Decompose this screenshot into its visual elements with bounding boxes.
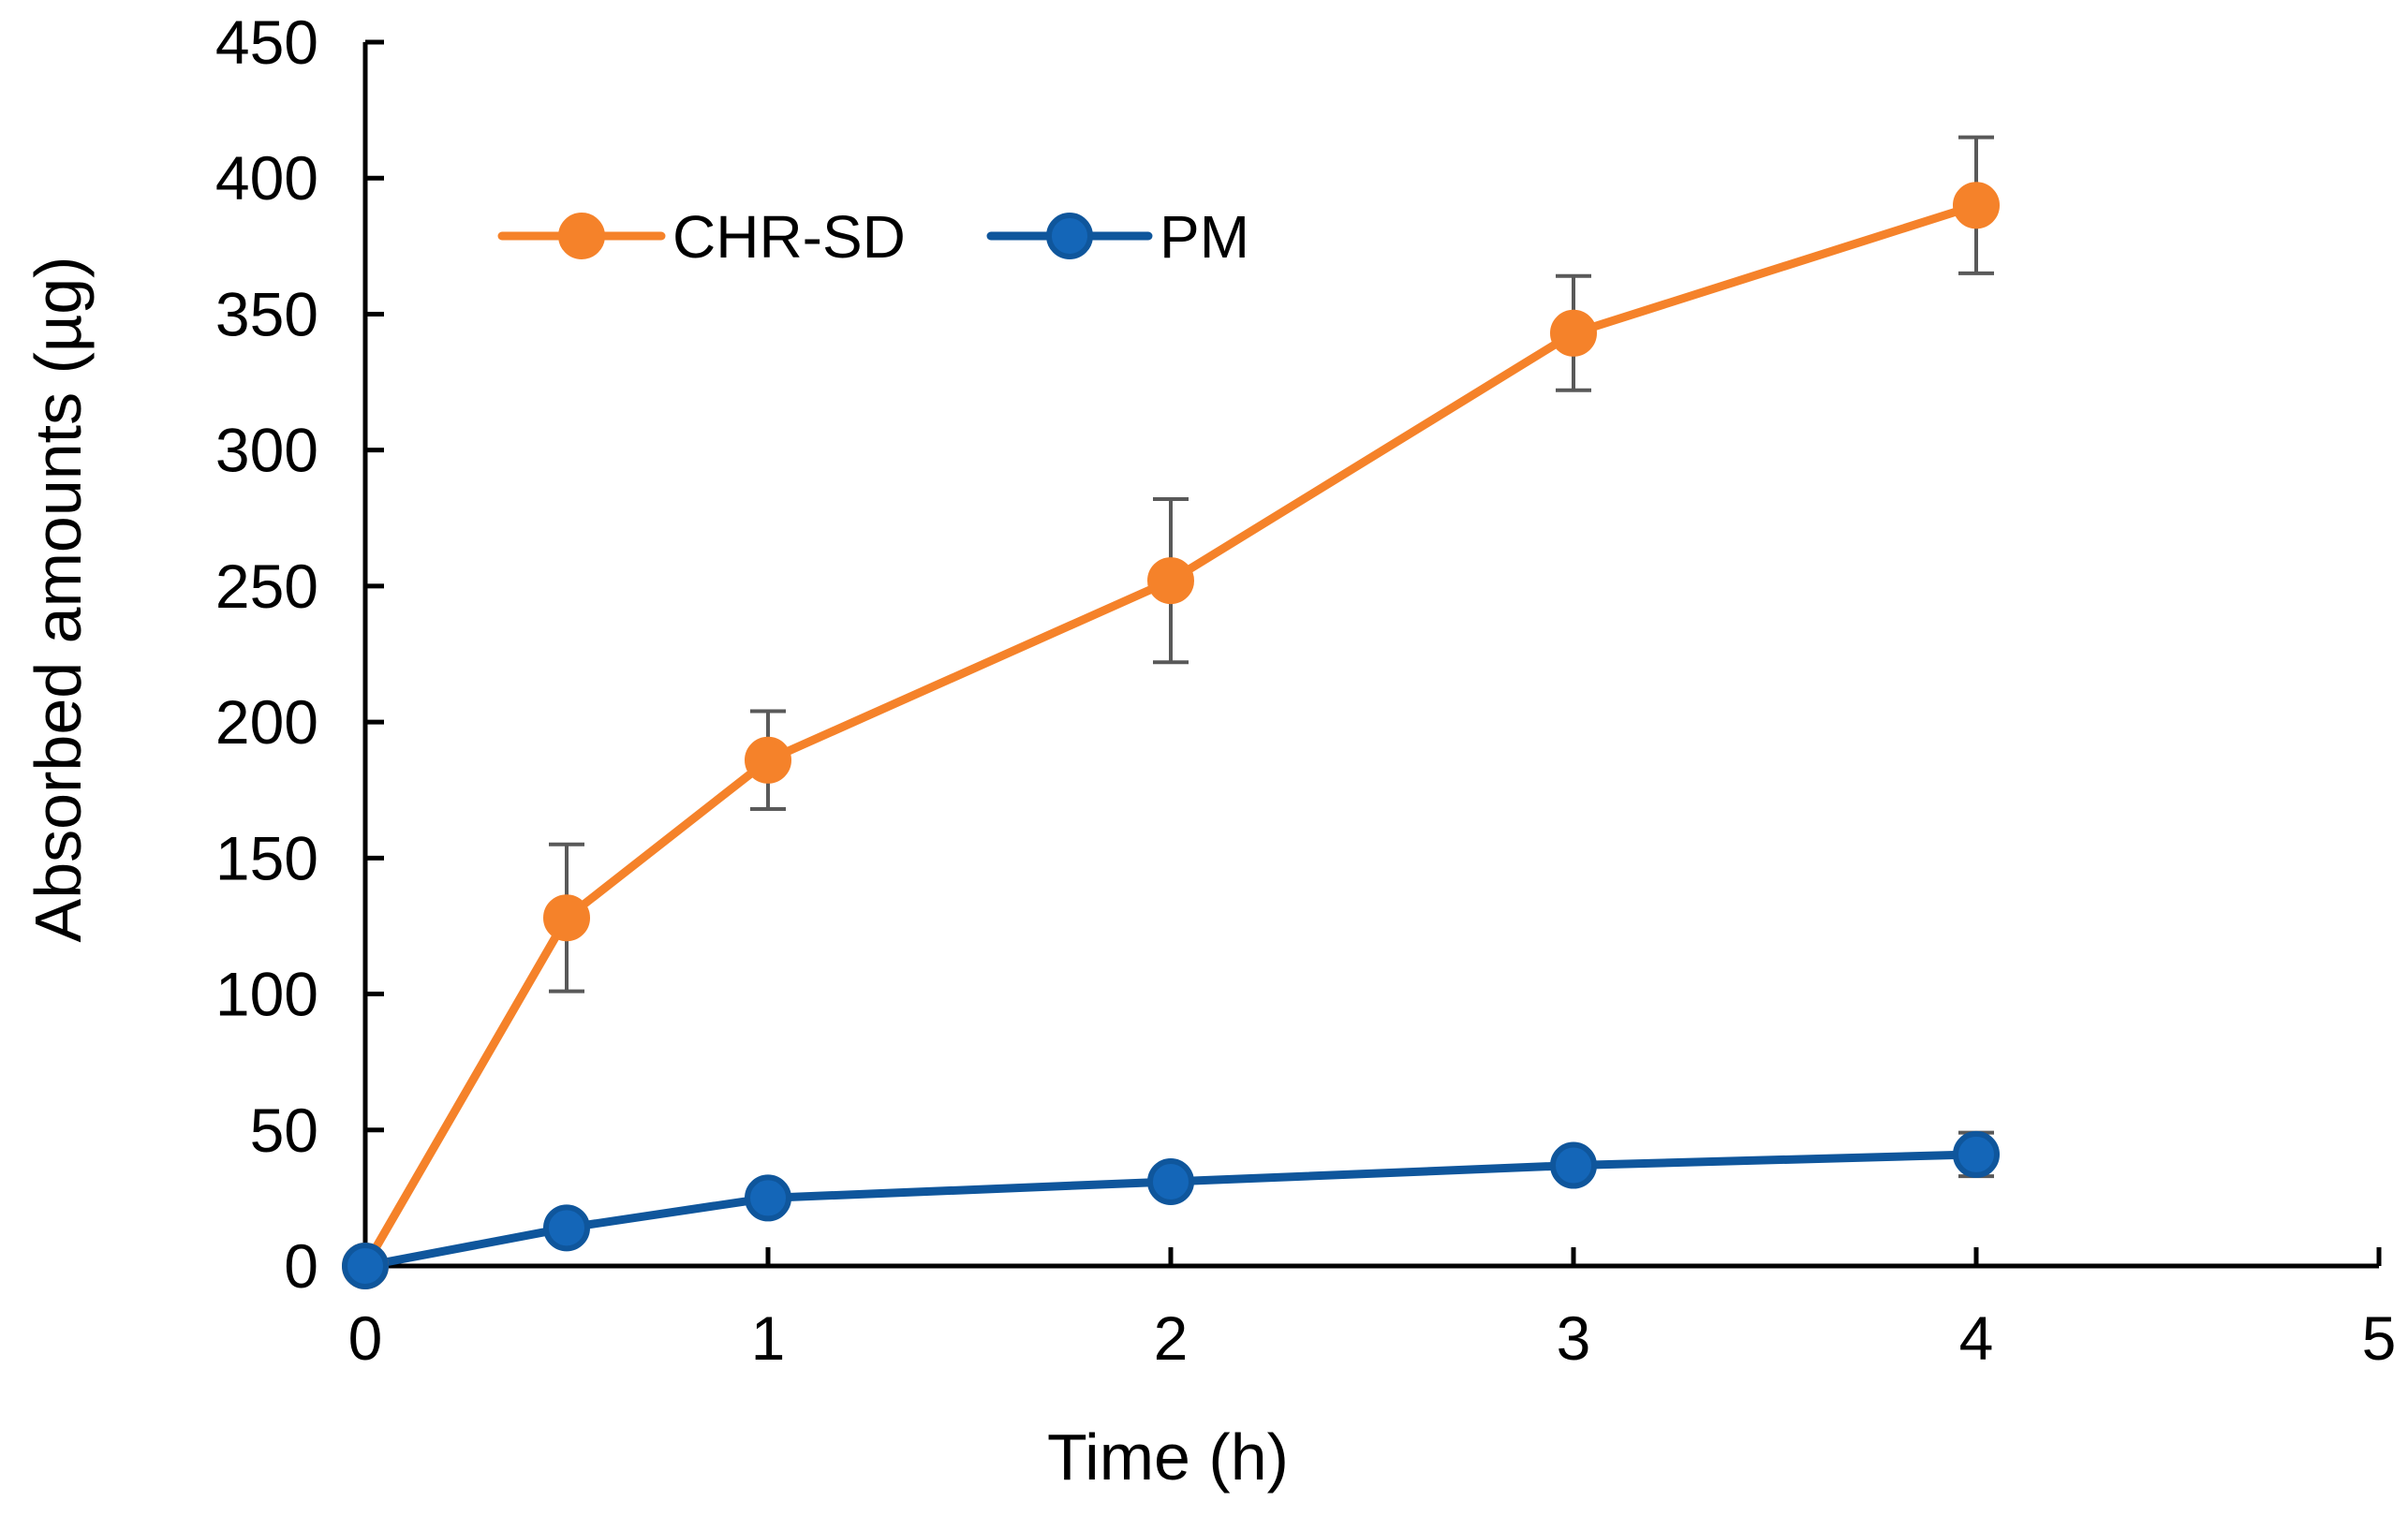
data-point-pm bbox=[1147, 1157, 1194, 1205]
data-point-pm bbox=[1550, 1141, 1597, 1189]
y-tick-label: 250 bbox=[215, 552, 318, 621]
y-tick-label: 350 bbox=[215, 279, 318, 348]
y-tick-label: 0 bbox=[284, 1231, 318, 1301]
data-point-pm bbox=[745, 1174, 791, 1222]
legend-swatch-marker bbox=[1046, 213, 1093, 259]
y-axis-title: Absorbed amounts (µg) bbox=[22, 257, 95, 943]
y-tick-label: 50 bbox=[250, 1096, 318, 1165]
y-tick-label: 400 bbox=[215, 143, 318, 213]
data-point-chr-sd bbox=[1147, 557, 1194, 605]
legend-item-pm: PM bbox=[986, 203, 1249, 271]
data-point-chr-sd bbox=[543, 894, 590, 942]
data-point-chr-sd bbox=[1550, 309, 1597, 357]
x-tick-label: 0 bbox=[348, 1303, 383, 1373]
legend-label: PM bbox=[1160, 203, 1249, 271]
y-tick-label: 450 bbox=[215, 7, 318, 77]
x-tick-label: 3 bbox=[1557, 1303, 1591, 1373]
legend-item-chr-sd: CHR-SD bbox=[497, 203, 906, 271]
legend-swatch-marker bbox=[558, 213, 605, 259]
series-line-chr-sd bbox=[362, 200, 1978, 1269]
y-tick-label: 100 bbox=[215, 960, 318, 1029]
series-line-pm bbox=[364, 1150, 1977, 1271]
y-tick-label: 200 bbox=[215, 687, 318, 757]
y-tick-label: 150 bbox=[215, 823, 318, 892]
data-point-pm bbox=[543, 1204, 590, 1252]
x-tick-label: 2 bbox=[1154, 1303, 1189, 1373]
legend-label: CHR-SD bbox=[672, 203, 906, 271]
error-bars bbox=[549, 135, 1994, 1182]
data-point-pm bbox=[342, 1243, 389, 1289]
data-point-chr-sd bbox=[1953, 182, 2000, 229]
data-series bbox=[342, 182, 2000, 1289]
data-point-chr-sd bbox=[745, 736, 791, 784]
axes: 0 50 100 150 200 250 300 350 400 450 0 1 2 3 4 5 bbox=[215, 7, 2396, 1373]
legend: CHR-SD PM bbox=[497, 203, 1249, 271]
x-tick-label: 1 bbox=[751, 1303, 786, 1373]
y-tick-label: 300 bbox=[215, 416, 318, 485]
x-tick-label: 5 bbox=[2362, 1303, 2397, 1373]
x-tick-label: 4 bbox=[1959, 1303, 1994, 1373]
data-point-pm bbox=[1953, 1130, 2000, 1178]
x-axis-title: Time (h) bbox=[1047, 1420, 1289, 1494]
